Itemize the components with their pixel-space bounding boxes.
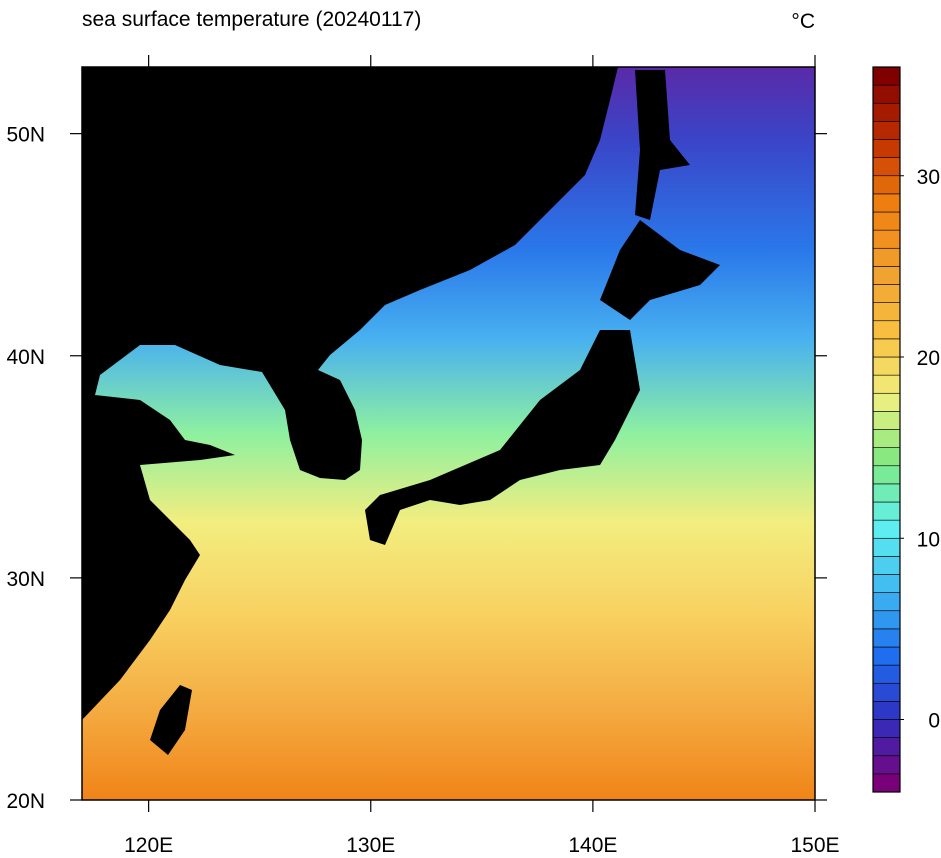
y-tick-label: 40N [6, 346, 45, 369]
colorbar-segment [872, 320, 901, 340]
colorbar-segment [872, 447, 901, 467]
colorbar-segment [872, 719, 901, 738]
colorbar-segment [872, 338, 901, 358]
colorbar-segment [872, 574, 901, 593]
colorbar-segment [872, 501, 901, 521]
colorbar-segment [872, 737, 901, 757]
colorbar-label: 20 [917, 347, 940, 370]
x-tick-label: 150E [790, 834, 839, 857]
land [82, 67, 720, 755]
colorbar-label: 10 [917, 528, 940, 551]
colorbar-segment [872, 646, 901, 666]
taiwan [150, 685, 192, 755]
sakhalin [635, 70, 690, 220]
colorbar-segment [872, 537, 901, 557]
colorbar-frame [872, 66, 901, 793]
colorbar-segment [872, 628, 901, 648]
colorbar-segment [872, 556, 901, 575]
colorbar-segment [872, 266, 901, 285]
colorbar-segment [872, 229, 901, 249]
mainland [82, 67, 618, 720]
map-area [81, 66, 816, 801]
colorbar-segment [872, 755, 901, 775]
colorbar-segment [872, 193, 901, 213]
colorbar-segment [872, 84, 901, 104]
colorbar-label: 0 [928, 710, 940, 733]
y-tick-label: 50N [6, 124, 45, 147]
title: sea surface temperature (20240117) [82, 8, 421, 31]
colorbar-segment [872, 102, 901, 122]
colorbar-segment [872, 157, 901, 177]
colorbar-segment [872, 701, 901, 720]
colorbar-segment [872, 429, 901, 448]
colorbar-segment [872, 465, 901, 485]
x-tick-label: 140E [568, 834, 617, 857]
colorbar-segment [872, 374, 901, 394]
x-tick-label: 130E [346, 834, 395, 857]
colorbar-segment [872, 483, 901, 503]
colorbar-segment [872, 392, 901, 412]
hokkaido [600, 220, 720, 320]
colorbar-segment [872, 411, 901, 430]
map-frame [81, 66, 816, 801]
colorbar-segment [872, 121, 901, 140]
colorbar-segment [872, 284, 901, 303]
colorbar-segment [872, 66, 901, 86]
colorbar-segment [872, 610, 901, 630]
colorbar-segment [872, 664, 901, 684]
x-tick-label: 120E [124, 834, 173, 857]
y-tick-label: 30N [6, 568, 45, 591]
colorbar-segment [872, 302, 901, 322]
colorbar-segment [872, 356, 901, 376]
honshu-kyushu [365, 330, 640, 545]
colorbar-segment [872, 682, 901, 702]
colorbar-segment [872, 773, 901, 793]
y-tick-label: 20N [6, 790, 45, 813]
colorbar-segment [872, 519, 901, 539]
colorbar-label: 30 [917, 166, 940, 189]
colorbar-segment [872, 211, 901, 231]
colorbar-segment [872, 139, 901, 158]
colorbar-segment [872, 175, 901, 195]
colorbar-segment [872, 247, 901, 267]
colorbar-segment [872, 592, 901, 612]
unit: °C [791, 10, 815, 33]
